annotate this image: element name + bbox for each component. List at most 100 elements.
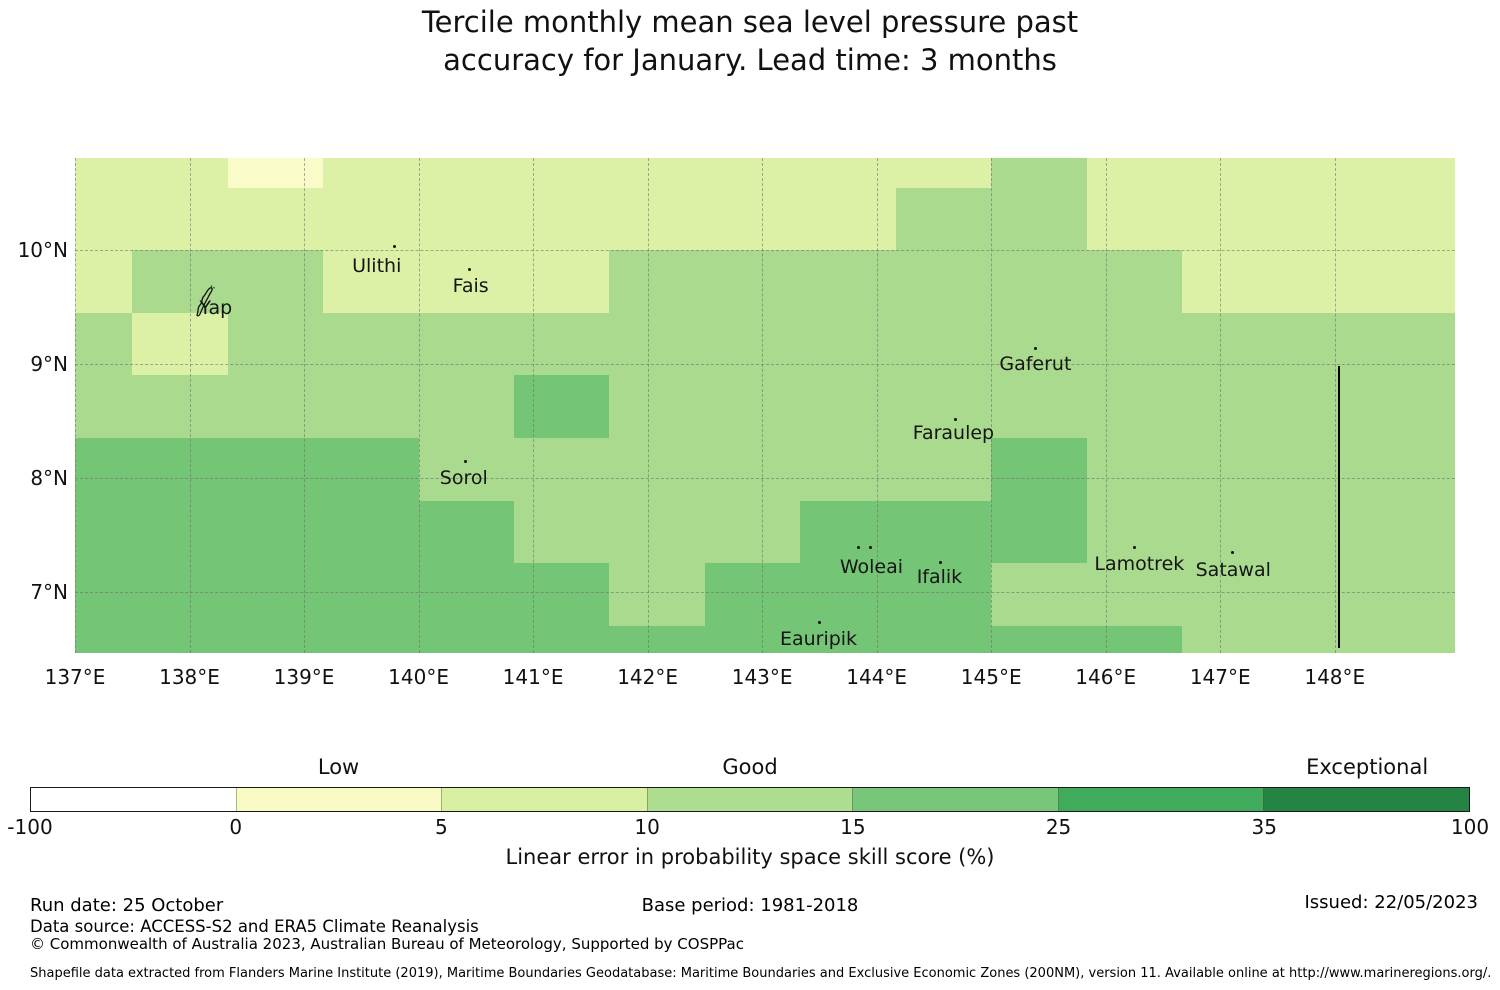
- map-cell: [800, 626, 896, 653]
- map-cell: [419, 158, 514, 188]
- map-cell: [800, 250, 896, 313]
- map-cell: [1182, 501, 1277, 563]
- map-cell: [1182, 375, 1277, 438]
- colorbar-segment: [1263, 788, 1470, 811]
- map-cell: [609, 250, 705, 313]
- grid-line-horizontal: [75, 250, 1455, 252]
- island-label: Ulithi: [352, 254, 402, 277]
- map-cell: [800, 313, 896, 375]
- y-tick-label: 7°N: [30, 579, 68, 604]
- island-dot: [464, 459, 468, 463]
- footer-run-date: Run date: 25 October: [30, 895, 224, 916]
- map-cell: [514, 438, 609, 501]
- y-tick-label: 8°N: [30, 465, 68, 490]
- map-cell: [514, 626, 609, 653]
- x-tick-label: 141°E: [502, 665, 564, 689]
- map-cell: [1277, 188, 1373, 250]
- grid-line-vertical: [533, 158, 535, 653]
- eez-boundary-line: [1338, 366, 1341, 649]
- map-cell: [419, 438, 514, 501]
- map-cell: [132, 250, 228, 313]
- map-cell: [705, 626, 800, 653]
- y-tick-label: 9°N: [30, 351, 68, 376]
- x-tick-label: 146°E: [1075, 665, 1137, 689]
- map-cell: [228, 438, 323, 501]
- map-cell: [132, 188, 228, 250]
- map-cell: [1277, 250, 1373, 313]
- map-cell: [75, 501, 132, 563]
- map-cell: [991, 188, 1087, 250]
- map-cell: [1087, 626, 1182, 653]
- x-tick-label: 147°E: [1189, 665, 1251, 689]
- map-cell: [323, 188, 419, 250]
- map-cell: [609, 313, 705, 375]
- map-cell: [228, 375, 323, 438]
- colorbar: [30, 787, 1470, 812]
- map-cell: [132, 158, 228, 188]
- map-cell: [228, 501, 323, 563]
- map-cell: [1087, 563, 1182, 626]
- chart-title-line2: accuracy for January. Lead time: 3 month…: [443, 43, 1057, 77]
- map-cell: [991, 438, 1087, 501]
- island-label: Ifalik: [916, 566, 963, 589]
- map-cell: [1182, 158, 1277, 188]
- map-cell: [419, 563, 514, 626]
- map-cell: [1373, 250, 1455, 313]
- x-tick-label: 145°E: [960, 665, 1022, 689]
- map-cell: [896, 375, 991, 438]
- colorbar-tick-label: 15: [840, 815, 866, 839]
- island-label: Yap: [199, 297, 233, 319]
- map-cell: [1087, 438, 1182, 501]
- grid-line-horizontal: [75, 591, 1455, 593]
- colorbar-quality-label: Good: [722, 755, 778, 779]
- map-cell: [896, 438, 991, 501]
- map-cell: [609, 158, 705, 188]
- x-tick-label: 148°E: [1304, 665, 1366, 689]
- island-label: Lamotrek: [1094, 552, 1185, 575]
- map-cell: [1087, 250, 1182, 313]
- grid-line-vertical: [1105, 158, 1107, 653]
- island-dot: [938, 560, 942, 564]
- map-cell: [609, 501, 705, 563]
- grid-line-vertical: [762, 158, 764, 653]
- map-cell: [991, 375, 1087, 438]
- footer-issued-date: Issued: 22/05/2023: [1304, 892, 1478, 913]
- map-cell: [991, 250, 1087, 313]
- island-label: Faraulep: [912, 422, 995, 445]
- island-dot: [868, 545, 872, 549]
- map-cell: [1373, 438, 1455, 501]
- island-dot: [818, 620, 821, 624]
- map-cell: [514, 313, 609, 375]
- map-cell: [896, 188, 991, 250]
- map-cell: [1277, 438, 1373, 501]
- map-cell: [419, 250, 514, 313]
- footer-data-source: Data source: ACCESS-S2 and ERA5 Climate …: [30, 917, 479, 936]
- map-cell: [75, 250, 132, 313]
- map-cell: [1182, 626, 1277, 653]
- map-cell: [705, 158, 800, 188]
- island-label: Woleai: [839, 556, 904, 579]
- map-cell: [75, 563, 132, 626]
- x-tick-label: 142°E: [617, 665, 679, 689]
- map-cell: [132, 501, 228, 563]
- map-cell: [228, 563, 323, 626]
- colorbar-segment: [1057, 788, 1264, 811]
- map-cell: [132, 438, 228, 501]
- grid-line-vertical: [876, 158, 878, 653]
- colorbar-segment: [235, 788, 442, 811]
- map-cell: [419, 375, 514, 438]
- map-cell: [323, 438, 419, 501]
- map-cell: [1277, 563, 1373, 626]
- map-cell: [991, 563, 1087, 626]
- grid-line-vertical: [1220, 158, 1222, 653]
- map-cell: [228, 158, 323, 188]
- colorbar-tick-label: 0: [229, 815, 243, 839]
- x-tick-label: 143°E: [731, 665, 793, 689]
- map-cell: [419, 313, 514, 375]
- map-cell: [132, 375, 228, 438]
- x-tick-label: 138°E: [159, 665, 220, 689]
- map-cell: [419, 501, 514, 563]
- map-cell: [1087, 313, 1182, 375]
- footer-shapefile-note: Shapefile data extracted from Flanders M…: [30, 966, 1492, 981]
- grid-line-vertical: [991, 158, 993, 653]
